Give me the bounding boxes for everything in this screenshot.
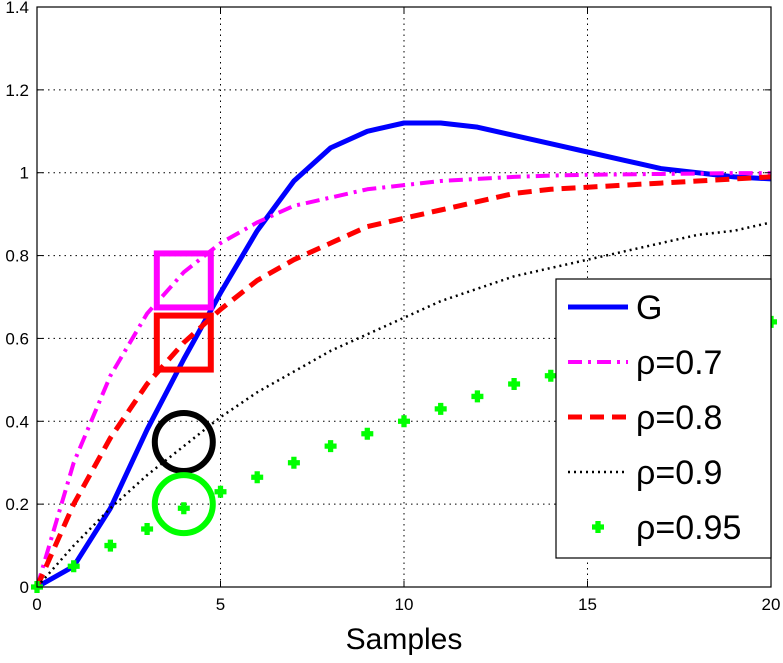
- data-point-0-95: [434, 402, 447, 415]
- legend-label-0-9: ρ=0.9: [636, 454, 722, 492]
- x-tick-label: 0: [32, 595, 41, 614]
- data-point-0-95: [141, 523, 154, 535]
- data-point-0-95: [214, 485, 227, 498]
- legend-label-0-7: ρ=0.7: [636, 344, 722, 382]
- legend-label-0-8: ρ=0.8: [636, 399, 722, 437]
- x-tick-label: 20: [762, 595, 781, 614]
- data-point-0-95: [287, 456, 300, 469]
- y-tick-label: 0.6: [5, 329, 29, 348]
- highlight-circle: [151, 472, 216, 537]
- data-point-0-95: [104, 539, 117, 552]
- y-tick-label: 1.4: [5, 0, 29, 17]
- ticks: 0 5 10 15 20 0 0.2 0.4 0.6 0.8 1 1.2 1.4: [5, 0, 780, 614]
- x-axis-label: Samples: [346, 623, 463, 656]
- data-point-0-95: [471, 390, 484, 403]
- x-tick-label: 15: [578, 595, 597, 614]
- series-line-0-7: [35, 171, 771, 588]
- data-point-0-95: [508, 378, 521, 390]
- x-tick-label: 5: [216, 595, 225, 614]
- legend-label-g: G: [636, 289, 662, 327]
- legend: Gρ=0.7 ρ=0.8 ρ=0.9 ρ=0.95: [555, 278, 772, 559]
- data-point-0-95: [544, 369, 557, 382]
- data-point-0-95: [361, 427, 374, 440]
- data-point-0-95: [251, 471, 264, 484]
- y-tick-label: 0.8: [5, 247, 29, 266]
- highlight-square: [153, 250, 214, 311]
- annotations: [151, 250, 216, 537]
- highlight-square: [153, 312, 214, 373]
- series-line-g: [35, 120, 772, 590]
- data-point-0-95: [67, 560, 80, 573]
- data-point-0-95: [324, 440, 337, 453]
- series-line-0-9: [36, 221, 772, 588]
- y-tick-label: 0.2: [5, 495, 29, 514]
- y-tick-label: 1.2: [5, 81, 29, 100]
- x-tick-label: 10: [395, 595, 414, 614]
- data-point-0-95: [177, 502, 190, 515]
- y-tick-label: 0: [20, 578, 29, 597]
- highlight-circle: [151, 410, 216, 474]
- legend-swatch-0-95: [592, 521, 604, 533]
- y-tick-label: 0.4: [5, 412, 29, 431]
- legend-label-0-95: ρ=0.95: [636, 509, 741, 547]
- data-point-0-95: [398, 415, 410, 428]
- y-tick-label: 1: [20, 164, 29, 183]
